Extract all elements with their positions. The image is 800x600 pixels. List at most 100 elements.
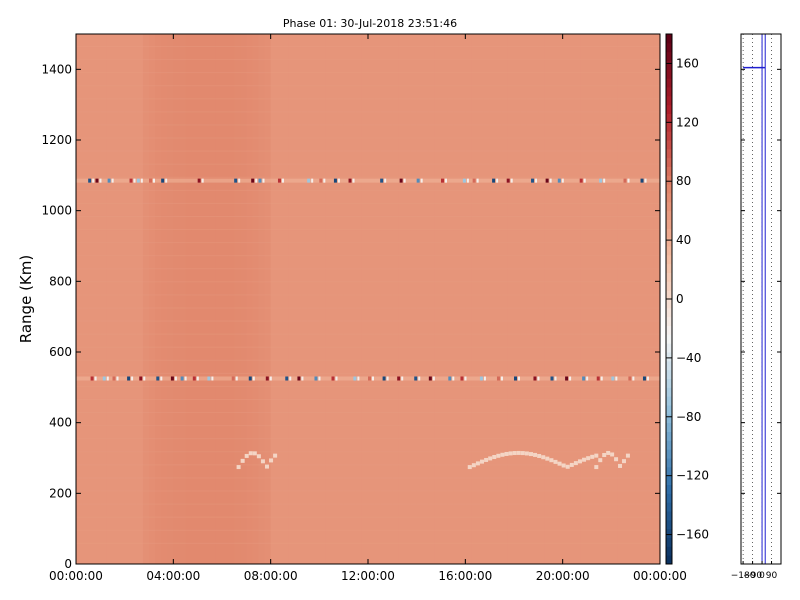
interference-cell bbox=[603, 178, 606, 183]
heatmap-cell bbox=[295, 34, 302, 564]
heatmap-cell bbox=[179, 34, 187, 564]
colorbar-cell bbox=[666, 493, 672, 503]
echo-cell bbox=[524, 451, 529, 456]
echo-cell bbox=[248, 451, 253, 456]
interference-cell bbox=[136, 178, 140, 183]
interference-cell bbox=[554, 376, 557, 381]
heatmap-cell bbox=[215, 34, 223, 564]
heatmap-cell bbox=[416, 34, 424, 564]
heatmap-cell bbox=[222, 34, 229, 564]
heatmap-streak bbox=[76, 98, 660, 100]
heatmap-cell bbox=[136, 34, 144, 564]
heatmap-streak bbox=[76, 385, 660, 387]
interference-cell bbox=[401, 376, 404, 381]
echo-cell bbox=[533, 452, 538, 457]
side-x-tick-label: −180 bbox=[731, 571, 756, 581]
echo-cell bbox=[537, 453, 542, 458]
x-tick-label: 08:00:00 bbox=[244, 569, 298, 583]
y-tick-label: 1000 bbox=[41, 204, 72, 218]
y-tick-label: 200 bbox=[49, 486, 72, 500]
heatmap-cell bbox=[142, 34, 150, 564]
heatmap-streak bbox=[76, 255, 660, 257]
heatmap-cell bbox=[374, 34, 381, 564]
heatmap-cell bbox=[155, 34, 162, 564]
heatmap-cell bbox=[434, 34, 442, 564]
colorbar-cell bbox=[666, 219, 672, 229]
heatmap-streak bbox=[76, 242, 660, 244]
colorbar-cell bbox=[666, 193, 672, 203]
interference-cell bbox=[133, 178, 136, 183]
echo-cell bbox=[520, 451, 525, 456]
heatmap-cell bbox=[130, 34, 138, 564]
interference-cell bbox=[384, 178, 387, 183]
echo-cell bbox=[569, 462, 574, 467]
colorbar-cell bbox=[666, 528, 672, 538]
heatmap-cell bbox=[441, 34, 448, 564]
heatmap-cell bbox=[337, 34, 345, 564]
side-phase-panel: −180−900 90 bbox=[731, 33, 782, 581]
heatmap-streak bbox=[76, 85, 660, 87]
colorbar-tick-label: −120 bbox=[676, 469, 709, 483]
interference-cell bbox=[596, 376, 600, 381]
colorbar-cell bbox=[666, 69, 672, 79]
heatmap-cell bbox=[574, 34, 582, 564]
y-axis-label: Range (Km) bbox=[17, 255, 35, 343]
echo-cell bbox=[610, 452, 615, 457]
colorbar-tick-label: 40 bbox=[676, 233, 691, 247]
colorbar-cell bbox=[666, 42, 672, 53]
heatmap-cell bbox=[301, 34, 308, 564]
interference-cell bbox=[368, 376, 371, 381]
interference-cell bbox=[582, 376, 586, 381]
interference-cell bbox=[496, 376, 500, 381]
interference-cell bbox=[372, 376, 374, 381]
heatmap-cell bbox=[100, 34, 108, 564]
echo-cell bbox=[512, 451, 517, 456]
y-tick-label: 0 bbox=[64, 557, 72, 571]
interference-cell bbox=[441, 178, 444, 183]
heatmap-streak bbox=[76, 150, 660, 152]
interference-cell bbox=[531, 178, 535, 183]
colorbar-cell bbox=[666, 184, 672, 194]
heatmap-cell bbox=[593, 34, 600, 564]
heatmap-cell bbox=[471, 34, 479, 564]
heatmap-streak bbox=[76, 176, 660, 178]
heatmap-cell bbox=[538, 34, 546, 564]
interference-cell bbox=[258, 178, 262, 183]
heatmap-cell bbox=[161, 34, 168, 564]
interference-cell bbox=[586, 376, 589, 381]
heatmap-streak bbox=[76, 503, 660, 505]
heatmap-cell bbox=[428, 34, 436, 564]
heatmap-streak bbox=[76, 124, 660, 126]
y-tick-label: 1200 bbox=[41, 133, 72, 147]
colorbar-cell bbox=[666, 396, 672, 406]
heatmap-cell bbox=[568, 34, 576, 564]
interference-cell bbox=[348, 178, 352, 183]
interference-cell bbox=[95, 178, 99, 183]
interference-cell bbox=[180, 376, 184, 381]
echo-cell bbox=[618, 463, 623, 468]
heatmap-cell bbox=[228, 34, 235, 564]
echo-cell bbox=[590, 454, 595, 459]
y-tick-label: 600 bbox=[49, 345, 72, 359]
interference-cell bbox=[399, 178, 403, 183]
echo-cell bbox=[557, 461, 562, 466]
heatmap-streak bbox=[76, 425, 660, 427]
heatmap-cell bbox=[288, 34, 296, 564]
interference-cell bbox=[196, 376, 199, 381]
interference-cell bbox=[464, 376, 467, 381]
interference-cell bbox=[153, 178, 155, 183]
heatmap-cell bbox=[313, 34, 320, 564]
interference-cell bbox=[156, 376, 160, 381]
interference-cell bbox=[537, 376, 540, 381]
interference-cell bbox=[252, 376, 255, 381]
interference-cell bbox=[127, 376, 131, 381]
heatmap-cell bbox=[447, 34, 454, 564]
colorbar-cell bbox=[666, 369, 672, 379]
heatmap-streak bbox=[76, 202, 660, 204]
interference-cell bbox=[319, 178, 323, 183]
interference-cell bbox=[352, 178, 355, 183]
heatmap-cell bbox=[599, 34, 606, 564]
interference-cell bbox=[432, 376, 435, 381]
interference-cell bbox=[462, 178, 466, 183]
echo-cell bbox=[240, 458, 245, 463]
